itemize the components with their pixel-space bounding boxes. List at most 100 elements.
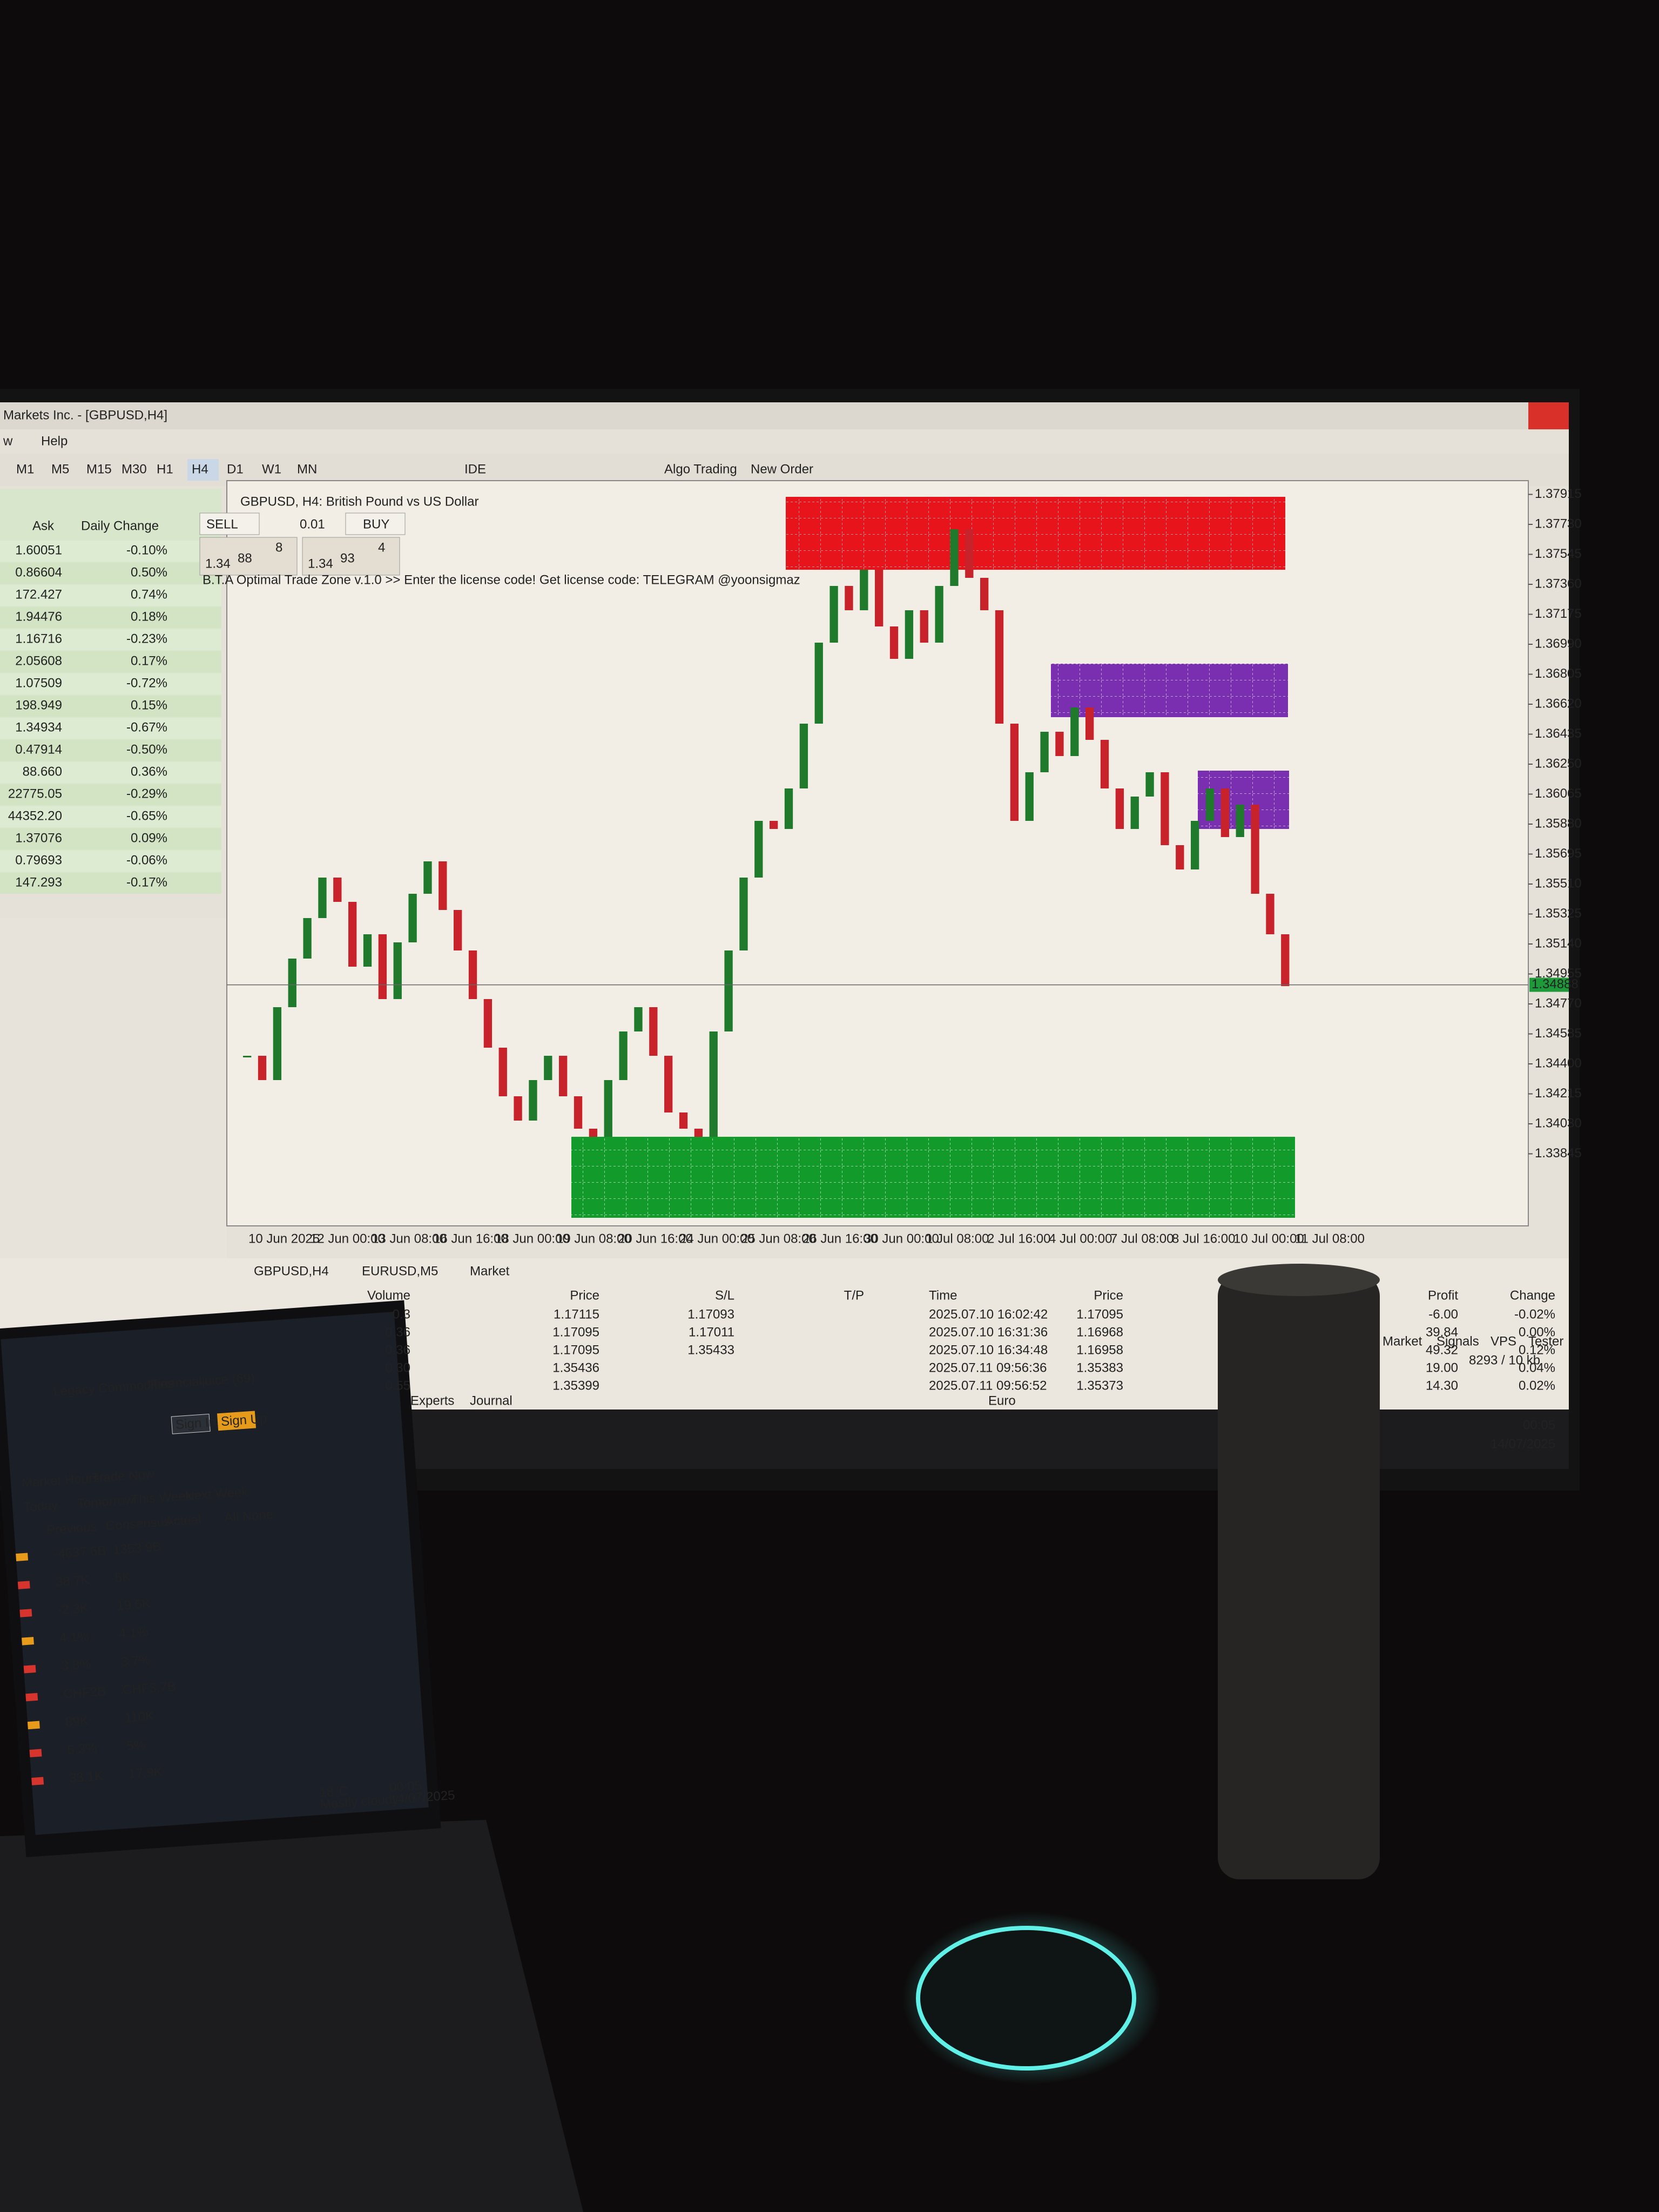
chart: 1.37915 1.37730 1.37545 1.37360 1.37175 1.369… [227, 487, 1582, 1246]
buy-label[interactable]: BUY [363, 517, 389, 531]
timeframe-button[interactable]: M1 [16, 462, 34, 476]
close-button[interactable] [1528, 402, 1569, 429]
bottom-tab[interactable]: Experts [410, 1393, 454, 1408]
bid-big-figure: 1.34 [205, 556, 231, 571]
ask-price: 198.949 [15, 698, 62, 712]
x-tick-label: 18 Jun 00:00 [495, 1231, 570, 1246]
ask-price: 44352.20 [8, 808, 62, 823]
consensus-value: 17.9K [128, 1764, 163, 1781]
candle [889, 626, 899, 659]
candle [468, 950, 477, 999]
table-cell: 0.30 [385, 1360, 410, 1375]
bottom-tab[interactable]: Euro [988, 1393, 1016, 1408]
candle [574, 1096, 583, 1129]
table-cell: 14.30 [1426, 1378, 1458, 1393]
ask-price: 1.07509 [15, 676, 62, 690]
toolbar-button[interactable]: Algo Trading [664, 462, 737, 476]
toolbar-button[interactable]: IDE [464, 462, 486, 476]
previous-value: 89K [65, 1714, 89, 1730]
lot-size[interactable]: 0.01 [300, 517, 325, 531]
table-cell: 2025.07.10 16:02:42 [929, 1307, 1048, 1321]
candle [483, 999, 493, 1048]
ask-price: 0.86604 [15, 565, 62, 579]
navigator [0, 918, 227, 1296]
status-item[interactable]: Tester [1528, 1334, 1563, 1348]
taskbar-time: 00:05 [1523, 1418, 1555, 1432]
candle [408, 894, 417, 942]
sign-in: Sign In [175, 1415, 216, 1432]
y-tick-label: 1.35695 [1535, 846, 1582, 861]
candle [1176, 845, 1184, 869]
x-tick-label: 24 Jun 00:00 [679, 1231, 754, 1246]
table-cell: 0.55 [385, 1378, 410, 1393]
status-item[interactable]: VPS [1491, 1334, 1516, 1348]
status-item[interactable]: Signals [1437, 1334, 1479, 1348]
mouse[interactable] [916, 1926, 1136, 2071]
candle [454, 910, 462, 950]
status-item[interactable]: Market [1382, 1334, 1422, 1348]
timeframe-button[interactable]: D1 [227, 462, 244, 476]
candle [1070, 707, 1079, 756]
period-tab: Today [23, 1498, 58, 1515]
candle [1205, 788, 1215, 821]
y-tick-label: 1.37545 [1535, 547, 1582, 561]
table-cell: 1.35436 [552, 1360, 599, 1375]
sell-button[interactable] [199, 512, 260, 535]
timeframe-button[interactable]: MN [297, 462, 317, 476]
y-tick-label: 1.36250 [1535, 756, 1582, 771]
market-watch-header: Daily Change [81, 518, 159, 533]
candle [1161, 772, 1169, 845]
chart-tab[interactable]: EURUSD,M5 [362, 1264, 438, 1278]
impact-flag [17, 1581, 30, 1589]
menu-item[interactable]: Help [41, 434, 68, 448]
y-tick-label: 1.37175 [1535, 606, 1582, 621]
candle [1281, 934, 1290, 986]
timeframe-button[interactable]: M15 [86, 462, 112, 476]
x-tick-label: 19 Jun 08:00 [556, 1231, 631, 1246]
daily-change: -0.67% [126, 720, 167, 734]
bottom-tab[interactable]: Journal [470, 1393, 512, 1408]
y-tick-label: 1.37730 [1535, 516, 1582, 531]
candle [965, 529, 974, 578]
candle [393, 942, 402, 999]
menu-item[interactable]: w [3, 434, 13, 448]
daily-change: 0.36% [131, 764, 167, 779]
candle [318, 878, 327, 918]
table-cell: 1.35433 [687, 1343, 734, 1357]
sell-label[interactable]: SELL [206, 517, 238, 531]
timeframe-button[interactable]: W1 [262, 462, 281, 476]
daily-change: 0.18% [131, 609, 167, 624]
calendar-header: All None [224, 1507, 274, 1525]
chart-tab[interactable]: GBPUSD,H4 [254, 1264, 329, 1278]
candle [423, 861, 432, 894]
candle [770, 821, 778, 829]
timeframe-button[interactable]: H4 [192, 462, 208, 476]
timeframe-button[interactable]: M30 [122, 462, 147, 476]
bid-fraction: 8 [275, 540, 282, 555]
buy-button[interactable] [345, 512, 406, 535]
status-item[interactable]: 8293 / 10 kb [1469, 1353, 1540, 1367]
ask-price: 1.60051 [15, 543, 62, 557]
chart-tab[interactable]: Market [470, 1264, 510, 1278]
impact-flag [29, 1749, 42, 1758]
table-cell: -6.00 [1428, 1307, 1458, 1321]
candle [679, 1112, 688, 1129]
previous-value: -2.3K [57, 1601, 89, 1617]
sign-in-button[interactable] [171, 1413, 211, 1434]
timeframe-button[interactable]: M5 [51, 462, 69, 476]
candle [303, 918, 312, 959]
sign-up-button[interactable] [217, 1411, 257, 1431]
candle [664, 1056, 673, 1112]
x-tick-label: 4 Jul 00:00 [1049, 1231, 1112, 1246]
candle [814, 643, 823, 724]
impact-flag [25, 1692, 38, 1702]
market-watch-row [0, 673, 221, 694]
y-tick-label: 1.37915 [1535, 487, 1582, 501]
daily-change: 0.15% [131, 698, 167, 712]
toolbar-button[interactable]: New Order [751, 462, 813, 476]
timeframe-button[interactable]: H1 [157, 462, 173, 476]
x-tick-label: 2 Jul 16:00 [987, 1231, 1050, 1246]
title-bar [0, 402, 1569, 429]
candle [634, 1007, 643, 1031]
table-cell: 0.04% [1519, 1360, 1555, 1375]
